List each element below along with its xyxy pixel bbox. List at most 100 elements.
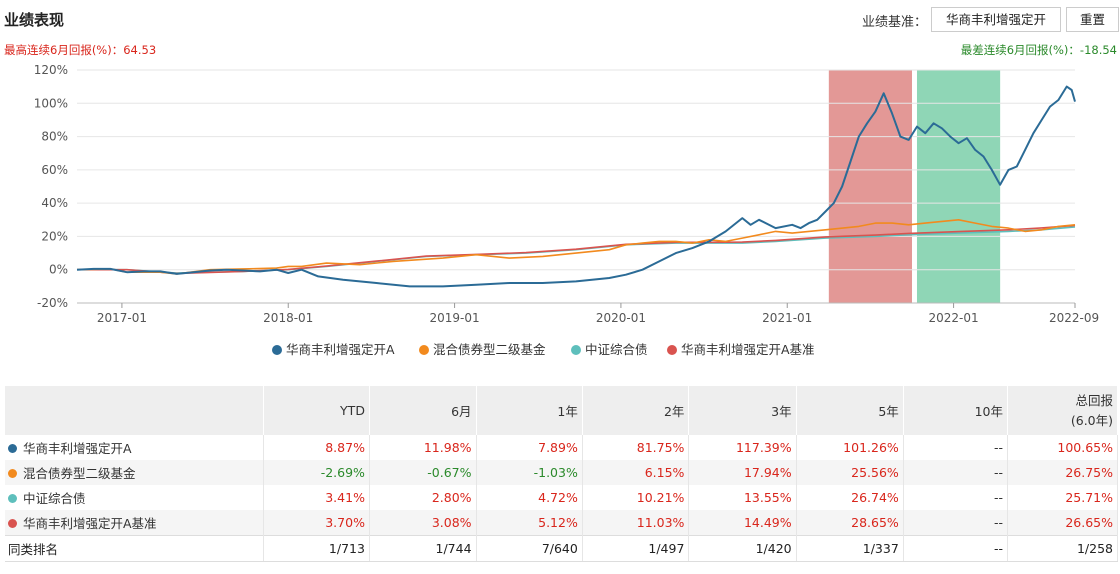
x-tick-label: 2018-01: [263, 311, 313, 325]
rank-cell: 1/497: [582, 535, 690, 562]
x-tick-label: 2022-09: [1049, 311, 1099, 325]
y-tick-label: 100%: [34, 96, 68, 110]
return-cell: 10.21%: [582, 485, 690, 510]
x-tick-label: 2017-01: [97, 311, 147, 325]
y-tick-label: 60%: [41, 163, 68, 177]
column-header: 总回报 (6.0年): [1007, 386, 1119, 435]
legend-label: 华商丰利增强定开A基准: [681, 342, 815, 357]
table-row: 混合债券型二级基金 -2.69% -0.67% -1.03% 6.15% 17.94% 25…: [5, 460, 1119, 485]
legend-marker-icon: [419, 345, 429, 355]
row-label: 中证综合债: [23, 491, 86, 506]
return-cell: 4.72%: [476, 485, 583, 510]
column-header: 2年: [582, 386, 690, 435]
return-cell: --: [903, 460, 1008, 485]
performance-table: YTD 6月 1年 2年 3年 5年 10年 总回报 (6.0年) 华商丰利增强定开A 8.87%…: [5, 386, 1119, 562]
rank-label: 同类排名: [5, 535, 264, 562]
return-cell: 117.39%: [688, 435, 797, 460]
return-cell: 101.26%: [796, 435, 904, 460]
series-marker-icon: [8, 519, 17, 528]
return-cell: 3.70%: [263, 510, 370, 536]
best-6m-return: 最高连续6月回报(%)：64.53: [4, 43, 157, 57]
rank-cell: 7/640: [476, 535, 583, 562]
page-title: 业绩表现: [4, 11, 65, 29]
return-cell: -2.69%: [263, 460, 370, 485]
x-tick-label: 2019-01: [430, 311, 480, 325]
x-tick-label: 2021-01: [762, 311, 812, 325]
return-cell: 2.80%: [369, 485, 477, 510]
y-tick-label: -20%: [37, 296, 68, 310]
reset-button[interactable]: 重置: [1066, 7, 1119, 32]
return-cell: 26.65%: [1007, 510, 1119, 536]
return-cell: 6.15%: [582, 460, 690, 485]
return-cell: --: [903, 485, 1008, 510]
row-label: 混合债券型二级基金: [23, 466, 136, 481]
y-tick-label: 120%: [34, 63, 68, 77]
rank-cell: 1/258: [1007, 535, 1119, 562]
legend-item-index[interactable]: 中证综合债: [571, 339, 648, 358]
series-line-fund: [76, 85, 1076, 288]
return-cell: 28.65%: [796, 510, 904, 536]
rank-cell: 1/744: [369, 535, 477, 562]
return-cell: --: [903, 510, 1008, 536]
legend-item-fund[interactable]: 华商丰利增强定开A: [272, 339, 395, 358]
column-header: 1年: [476, 386, 583, 435]
legend-marker-icon: [667, 345, 677, 355]
return-cell: 26.74%: [796, 485, 904, 510]
row-label: 华商丰利增强定开A: [23, 441, 132, 456]
y-tick-label: 80%: [41, 130, 68, 144]
table-row: 华商丰利增强定开A 8.87% 11.98% 7.89% 81.75% 117.39% 10…: [5, 435, 1119, 460]
row-name: 混合债券型二级基金: [5, 460, 264, 485]
series-marker-icon: [8, 444, 17, 453]
row-name: 华商丰利增强定开A基准: [5, 510, 264, 536]
return-cell: 100.65%: [1007, 435, 1119, 460]
worst-6m-return: 最差连续6月回报(%)：-18.54: [960, 43, 1117, 57]
table-row: 中证综合债 3.41% 2.80% 4.72% 10.21% 13.55% 26.74% --…: [5, 485, 1119, 510]
return-cell: 7.89%: [476, 435, 583, 460]
chart-legend: 华商丰利增强定开A 混合债券型二级基金 中证综合债 华商丰利增强定开A基准: [0, 337, 1120, 357]
return-cell: 13.55%: [688, 485, 797, 510]
benchmark-label: 业绩基准：: [862, 15, 928, 30]
column-header: YTD: [263, 386, 370, 435]
rank-cell: 1/420: [688, 535, 797, 562]
y-tick-label: 40%: [41, 196, 68, 210]
return-cell: 11.03%: [582, 510, 690, 536]
return-cell: --: [903, 435, 1008, 460]
return-cell: 11.98%: [369, 435, 477, 460]
rank-cell: 1/337: [796, 535, 904, 562]
worst-period-band: [916, 70, 1001, 303]
rank-cell: --: [903, 535, 1008, 562]
legend-item-category[interactable]: 混合债券型二级基金: [419, 339, 546, 358]
row-label: 华商丰利增强定开A基准: [23, 516, 157, 531]
header: 业绩表现 业绩基准： 华商丰利增强定开 重置: [0, 0, 1120, 38]
row-name: 华商丰利增强定开A: [5, 435, 264, 460]
return-cell: 3.08%: [369, 510, 477, 536]
legend-item-benchmark[interactable]: 华商丰利增强定开A基准: [667, 339, 815, 358]
table-row: 华商丰利增强定开A基准 3.70% 3.08% 5.12% 11.03% 14.49% 28…: [5, 510, 1119, 536]
table-header-row: YTD 6月 1年 2年 3年 5年 10年 总回报 (6.0年): [5, 386, 1119, 435]
return-cell: 5.12%: [476, 510, 583, 536]
return-cell: 17.94%: [688, 460, 797, 485]
column-header: 3年: [688, 386, 797, 435]
x-tick-label: 2020-01: [596, 311, 646, 325]
column-header: 5年: [796, 386, 904, 435]
performance-chart: 120% 100% 80% 60% 40% 20% 0% -20% 2017-01 2018-01…: [34, 63, 1099, 325]
return-cell: 25.71%: [1007, 485, 1119, 510]
return-cell: 8.87%: [263, 435, 370, 460]
return-cell: 14.49%: [688, 510, 797, 536]
return-cell: 26.75%: [1007, 460, 1119, 485]
return-cell: -0.67%: [369, 460, 477, 485]
y-tick-label: 20%: [41, 229, 68, 243]
return-cell: 81.75%: [582, 435, 690, 460]
return-cell: -1.03%: [476, 460, 583, 485]
benchmark-select[interactable]: 华商丰利增强定开: [931, 7, 1061, 32]
legend-marker-icon: [571, 345, 581, 355]
series-marker-icon: [8, 494, 17, 503]
legend-label: 中证综合债: [585, 342, 648, 357]
rank-cell: 1/713: [263, 535, 370, 562]
series-line-category: [76, 219, 1076, 275]
legend-label: 华商丰利增强定开A: [286, 342, 395, 357]
return-cell: 3.41%: [263, 485, 370, 510]
column-header: 6月: [369, 386, 477, 435]
rank-row: 同类排名 1/713 1/744 7/640 1/497 1/420 1/337 -- 1/25…: [5, 535, 1119, 562]
series-marker-icon: [8, 469, 17, 478]
